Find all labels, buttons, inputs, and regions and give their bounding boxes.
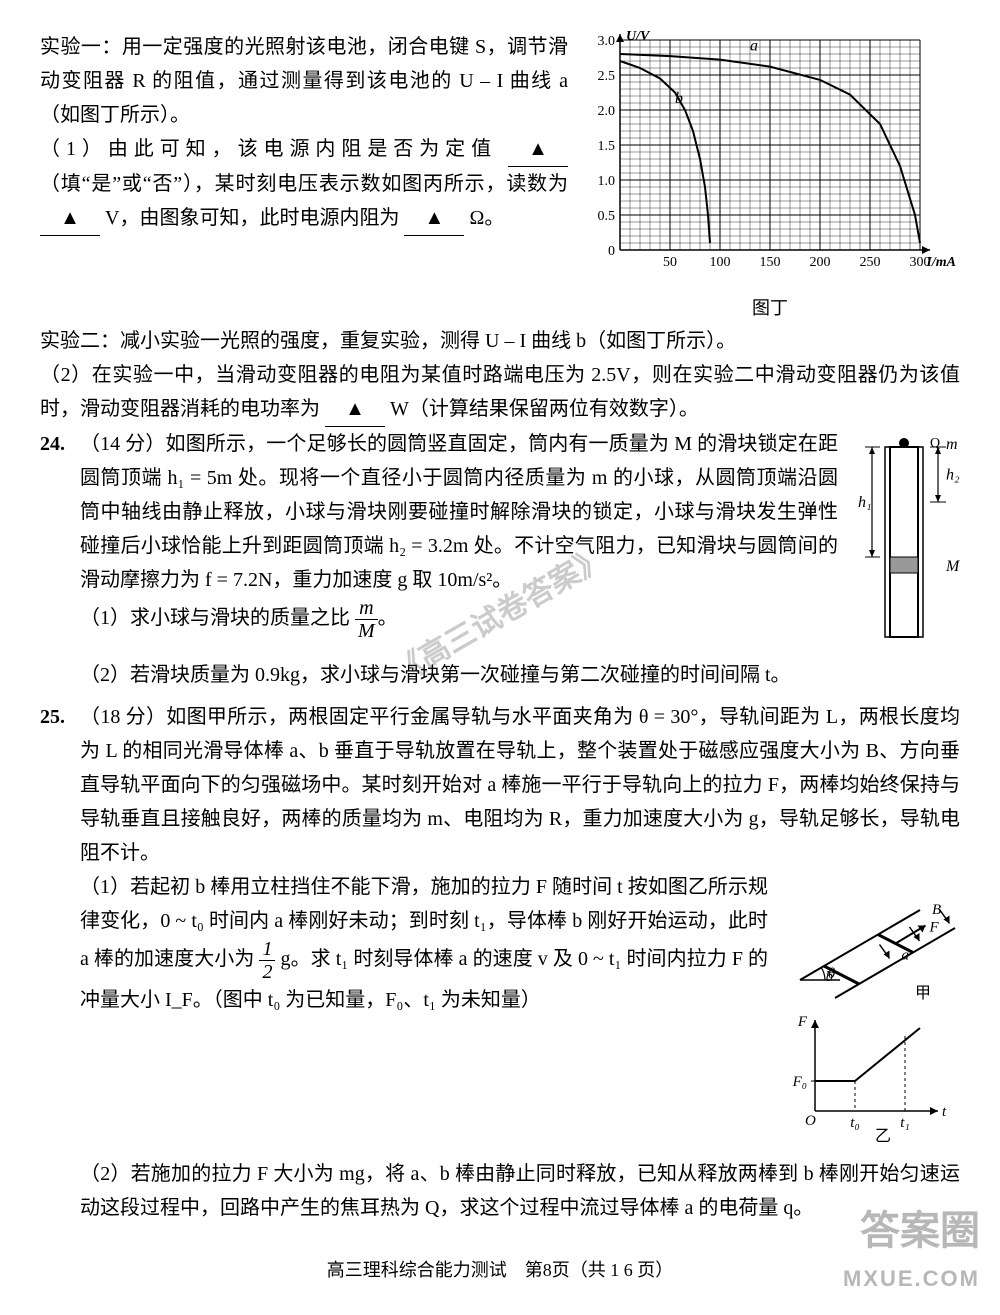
blank-4: ▲ <box>325 392 385 427</box>
blank-2: ▲ <box>40 201 100 236</box>
svg-text:t₀: t₀ <box>850 1115 859 1131</box>
q24-row: （14 分）如图所示，一个足够长的圆筒竖直固定，筒内有一质量为 M 的滑块锁定在… <box>80 427 960 658</box>
svg-text:100: 100 <box>710 255 731 270</box>
q24-p2: （2）若滑块质量为 0.9kg，求小球与滑块第一次碰撞与第二次碰撞的时间间隔 t… <box>80 658 960 692</box>
svg-text:乙: 乙 <box>875 1128 891 1145</box>
svg-text:150: 150 <box>760 255 781 270</box>
svg-text:h₂: h₂ <box>946 466 960 483</box>
exp2-intro: 实验二：减小实验一光照的强度，重复实验，测得 U – I 曲线 b（如图丁所示）… <box>40 324 960 358</box>
q24-num: 24. <box>40 427 80 461</box>
page-footer: 高三理科综合能力测试 第8页（共 1 6 页） <box>40 1255 960 1286</box>
blank-3: ▲ <box>404 201 464 236</box>
frac-half: 1 2 <box>259 938 275 983</box>
q25-p1: （1）若起初 b 棒用立柱挡住不能下滑，施加的拉力 F 随时间 t 按如图乙所示… <box>80 870 768 1017</box>
svg-text:t: t <box>942 1104 947 1120</box>
svg-text:F₀: F₀ <box>792 1074 807 1090</box>
svg-text:I/mA: I/mA <box>925 255 956 270</box>
svg-text:m: m <box>946 436 958 453</box>
svg-text:t₁: t₁ <box>900 1115 909 1131</box>
svg-text:2.5: 2.5 <box>598 69 616 84</box>
q25-row: （1）若起初 b 棒用立柱挡住不能下滑，施加的拉力 F 随时间 t 按如图乙所示… <box>80 870 960 1157</box>
svg-text:3.0: 3.0 <box>598 34 616 49</box>
svg-text:甲: 甲 <box>915 985 931 1000</box>
q25-p2: （2）若施加的拉力 F 大小为 mg，将 a、b 棒由静止同时释放，已知从释放两… <box>80 1157 960 1225</box>
svg-text:2.0: 2.0 <box>598 104 616 119</box>
svg-text:θ: θ <box>828 966 836 982</box>
chart-caption: 图丁 <box>580 293 960 324</box>
svg-text:a: a <box>750 38 758 55</box>
svg-text:200: 200 <box>810 255 831 270</box>
ft-graph: F₀ F Ot₀ t₁ t 乙 <box>780 1011 960 1146</box>
q25-figures: abFBθ甲 F₀FOt₀t₁t乙 <box>780 870 960 1157</box>
svg-text:F: F <box>797 1014 808 1030</box>
svg-text:U/V: U/V <box>626 30 651 44</box>
svg-text:a: a <box>902 947 910 963</box>
q25-num: 25. <box>40 700 80 734</box>
svg-text:250: 250 <box>860 255 881 270</box>
q1-d: Ω。 <box>469 207 504 229</box>
blank-1: ▲ <box>508 132 568 167</box>
incline-diagram: abFBθ甲 <box>780 870 960 1000</box>
q1-c: V，由图象可知，此时电源内阻为 <box>105 207 399 229</box>
svg-text:1.5: 1.5 <box>598 139 616 154</box>
svg-text:h₁: h₁ <box>858 494 872 511</box>
experiment-one-row: 实验一：用一定强度的光照射该电池，闭合电键 S，调节滑动变阻器 R 的阻值，通过… <box>40 30 960 324</box>
uv-chart: 5010015020025030000.51.01.52.02.53.0U/VI… <box>580 30 960 280</box>
q1-a: （1）由此可知，该电源内阻是否为定值 <box>40 138 497 160</box>
chart-container: 5010015020025030000.51.01.52.02.53.0U/VI… <box>580 30 960 324</box>
question-25: 25. （18 分）如图甲所示，两根固定平行金属导轨与水平面夹角为 θ = 30… <box>40 700 960 1225</box>
exp1-intro: 实验一：用一定强度的光照射该电池，闭合电键 S，调节滑动变阻器 R 的阻值，通过… <box>40 30 568 132</box>
frac-mM: m M <box>355 597 378 642</box>
q24-head: （14 分）如图所示，一个足够长的圆筒竖直固定，筒内有一质量为 M 的滑块锁定在… <box>80 427 838 597</box>
svg-text:1.0: 1.0 <box>598 174 616 189</box>
tube-diagram: Qh₁h₂mM <box>850 427 960 647</box>
svg-text:50: 50 <box>663 255 677 270</box>
q24-p1a: （1）求小球与滑块的质量之比 <box>80 607 350 629</box>
svg-text:M: M <box>945 558 960 575</box>
q24-figure: Qh₁h₂mM <box>850 427 960 658</box>
exp1-q1: （1）由此可知，该电源内阻是否为定值 ▲ （填“是”或“否”），某时刻电压表示数… <box>40 132 568 236</box>
svg-text:0: 0 <box>608 244 615 259</box>
experiment-one-text: 实验一：用一定强度的光照射该电池，闭合电键 S，调节滑动变阻器 R 的阻值，通过… <box>40 30 568 236</box>
q25-head: （18 分）如图甲所示，两根固定平行金属导轨与水平面夹角为 θ = 30°，导轨… <box>80 700 960 870</box>
q24-p1b: 。 <box>378 607 398 629</box>
svg-text:O: O <box>805 1113 816 1129</box>
svg-text:F: F <box>929 919 940 935</box>
q1-b: （填“是”或“否”），某时刻电压表示数如图丙所示，读数为 <box>40 173 568 195</box>
svg-text:0.5: 0.5 <box>598 209 616 224</box>
question-24: 24. （14 分）如图所示，一个足够长的圆筒竖直固定，筒内有一质量为 M 的滑… <box>40 427 960 692</box>
exp1-q2: （2）在实验一中，当滑动变阻器的电阻为某值时路端电压为 2.5V，则在实验二中滑… <box>40 358 960 427</box>
q24-p1: （1）求小球与滑块的质量之比 m M 。 <box>80 597 838 642</box>
svg-text:b: b <box>675 90 683 107</box>
q2-b: W（计算结果保留两位有效数字）。 <box>390 398 699 420</box>
